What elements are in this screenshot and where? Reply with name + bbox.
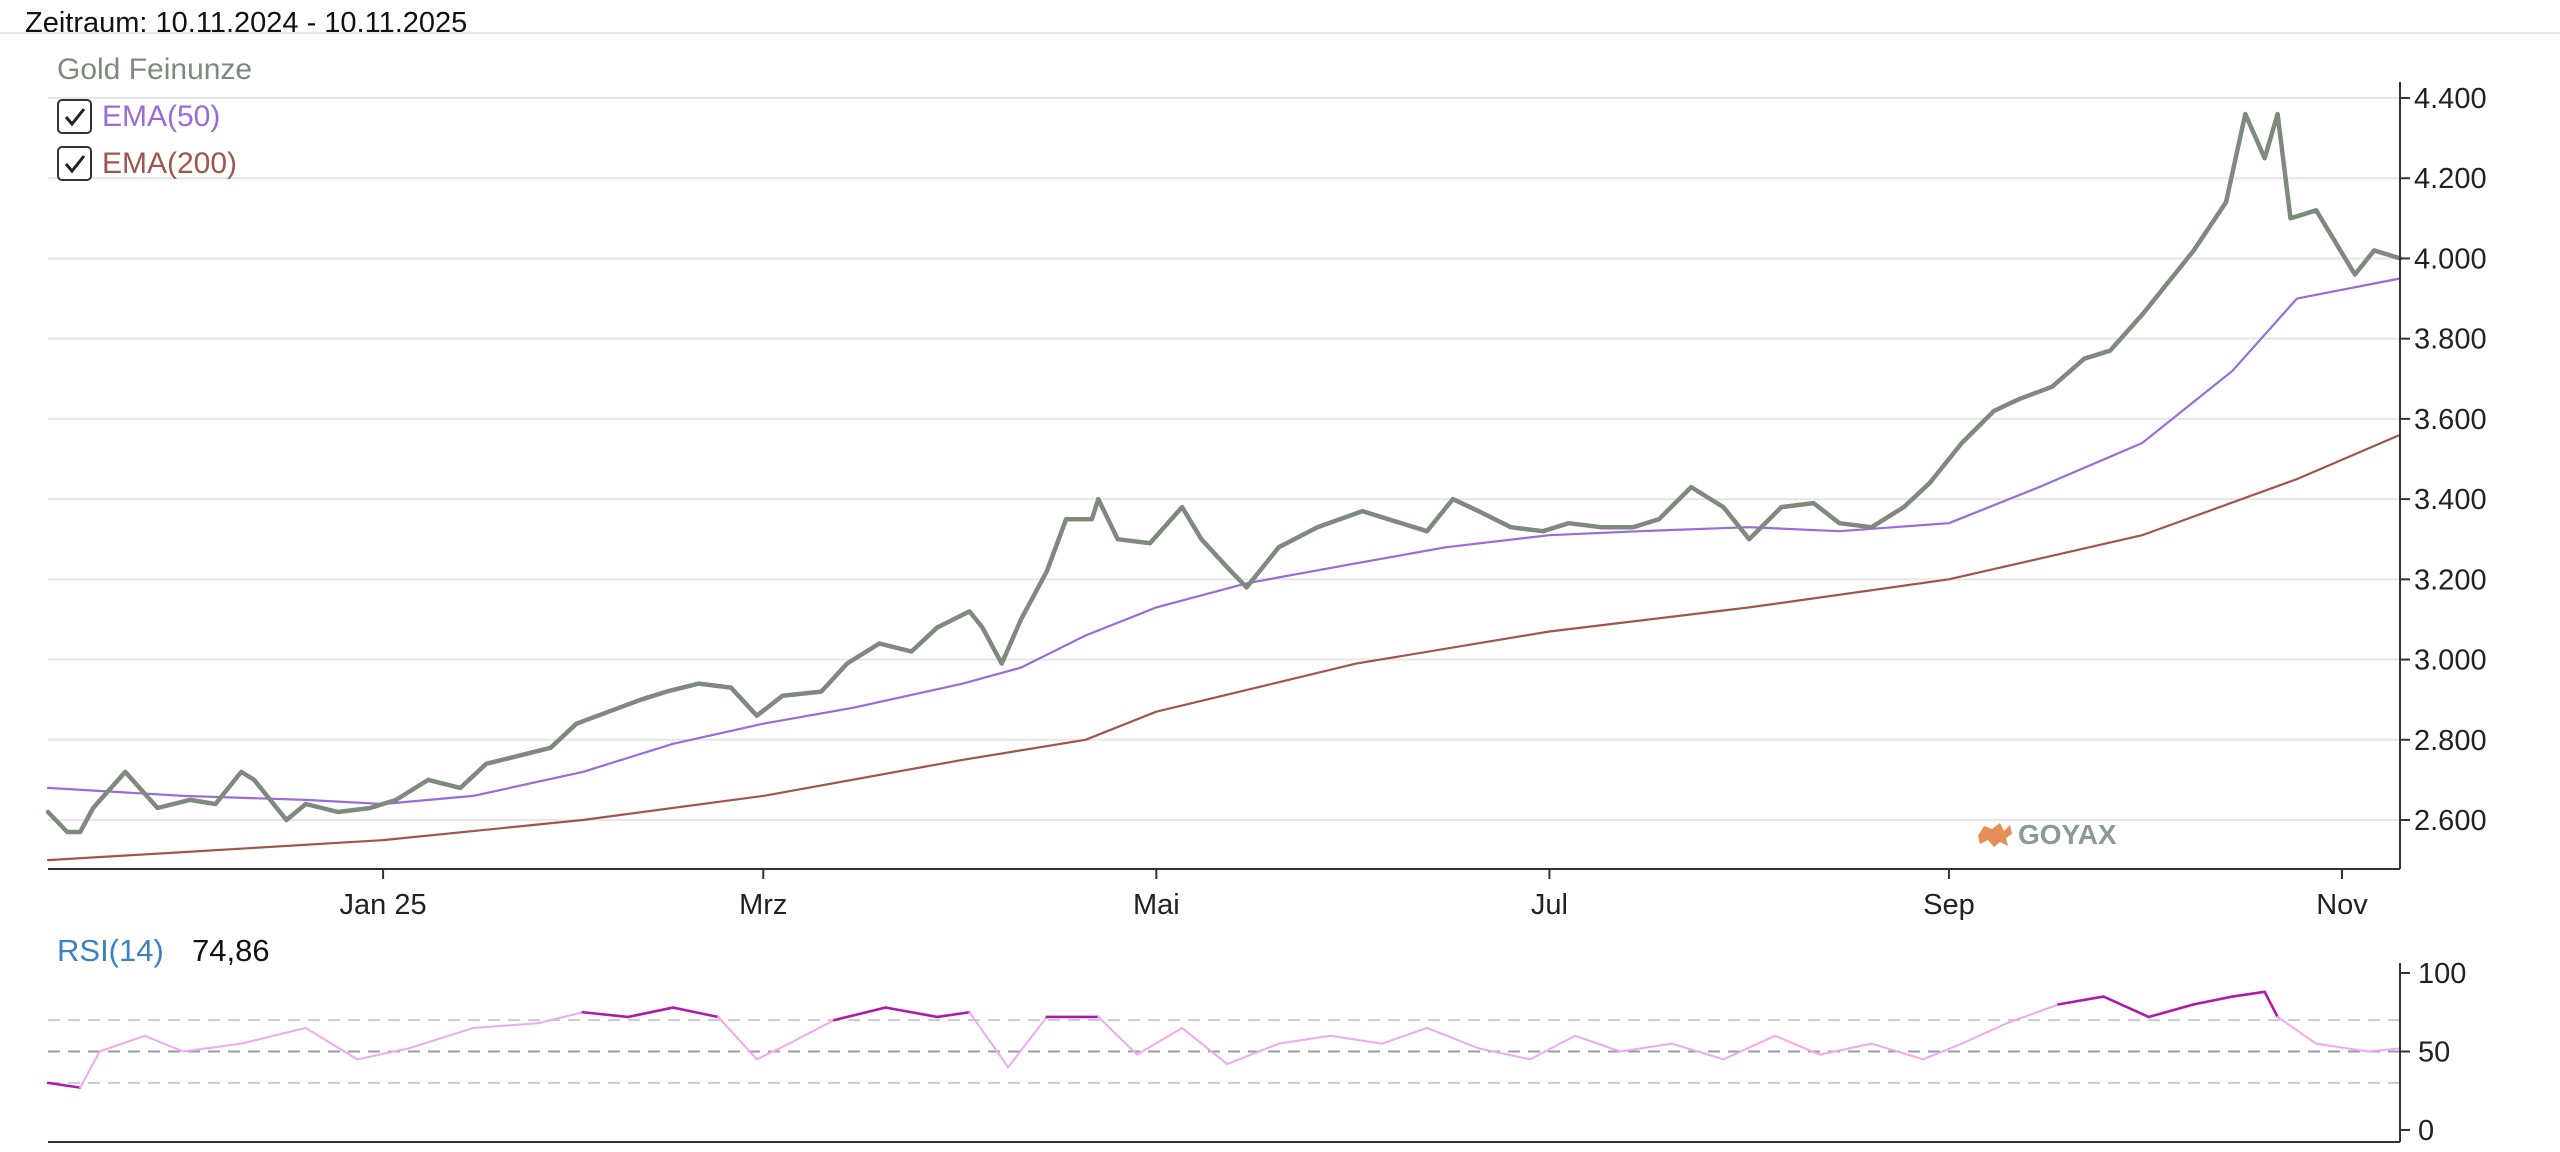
rsi-line-segment — [1670, 1042, 1725, 1061]
rsi-line-segment — [356, 1047, 410, 1061]
rsi-line-segment — [788, 1019, 836, 1045]
legend-item-ema200[interactable]: EMA(200) — [57, 146, 237, 181]
rsi-line-segment — [2231, 990, 2266, 998]
ema50-line — [46, 277, 2402, 806]
rsi-line-segment — [2276, 1015, 2318, 1045]
rsi-axes — [48, 963, 2401, 1143]
main-y-tick-label: 4.200 — [2414, 163, 2487, 195]
rsi-line-segment — [1329, 1034, 1383, 1045]
main-y-tick-label: 4.400 — [2414, 83, 2487, 115]
main-x-tick-label: Mai — [1133, 889, 1180, 921]
main-y-tick-label: 3.200 — [2414, 564, 2487, 596]
rsi-line-segment — [626, 1006, 675, 1019]
main-y-tick-label: 2.600 — [2414, 805, 2487, 837]
rsi-line-segment — [1007, 1015, 1048, 1069]
rsi-line-segment — [304, 1026, 359, 1061]
rsi-reference-lines — [48, 1019, 2400, 1084]
rsi-line-segment — [143, 1034, 185, 1053]
main-y-tick-label: 2.800 — [2414, 725, 2487, 757]
main-series-group — [45, 111, 2403, 862]
rsi-line-segment — [2192, 995, 2234, 1006]
rsi-line-segment — [2147, 1003, 2196, 1019]
bull-icon — [1978, 823, 2012, 847]
rsi-line-segment — [79, 1050, 101, 1089]
rsi-line-segment — [2263, 990, 2279, 1019]
rsi-line-segment — [1819, 1042, 1873, 1056]
rsi-line-segment — [884, 1006, 939, 1019]
main-y-tick-label: 3.600 — [2414, 404, 2487, 436]
main-y-tick-labels: 4.400 4.200 4.000 3.800 3.600 3.400 3.200 3.000… — [2400, 83, 2487, 837]
ema50-checkbox[interactable] — [57, 99, 92, 134]
rsi-line-segment — [1619, 1042, 1673, 1053]
rsi-line-segment — [581, 1010, 630, 1019]
rsi-y-tick-labels: 100 50 0 — [2400, 958, 2466, 1147]
rsi-line-segment — [240, 1026, 307, 1045]
legend-label-ema200: EMA(200) — [102, 147, 237, 180]
rsi-line-segment — [1380, 1026, 1428, 1045]
rsi-line-segment — [717, 1015, 758, 1061]
rsi-line-segment — [182, 1042, 243, 1053]
main-x-tick-label: Jan 25 — [340, 889, 427, 921]
ema200-checkbox[interactable] — [57, 146, 92, 181]
main-y-tick-label: 3.400 — [2414, 484, 2487, 516]
rsi-line-segment — [1870, 1042, 1925, 1061]
rsi-line-segment — [2366, 1047, 2401, 1053]
rsi-line-segment — [935, 1010, 971, 1019]
rsi-current-value: 74,86 — [192, 933, 270, 968]
rsi-line-segment — [2315, 1042, 2369, 1053]
rsi-line-segment — [1277, 1034, 1332, 1045]
rsi-line-segment — [1960, 1022, 2008, 1045]
price-line — [45, 111, 2403, 835]
check-icon — [64, 155, 86, 174]
rsi-y-tick-label: 100 — [2418, 958, 2466, 990]
legend-item-ema50[interactable]: EMA(50) — [57, 99, 220, 134]
rsi-line-segment — [536, 1011, 584, 1025]
rsi-series-group — [46, 990, 2401, 1089]
rsi-line-segment — [1574, 1034, 1622, 1053]
rsi-line-segment — [46, 1081, 82, 1089]
logo-text: GOYAX — [2018, 819, 2117, 850]
rsi-line-segment — [1722, 1034, 1776, 1061]
rsi-line-segment — [1477, 1047, 1532, 1061]
main-x-tick-label: Jul — [1531, 889, 1568, 921]
rsi-line-segment — [1922, 1042, 1963, 1061]
period-label: Zeitraum: 10.11.2024 - 10.11.2025 — [25, 7, 467, 39]
rsi-line-segment — [2057, 995, 2105, 1006]
main-y-tick-label: 3.000 — [2414, 645, 2487, 677]
rsi-line-segment — [1425, 1026, 1480, 1050]
main-x-tick-label: Nov — [2316, 889, 2368, 921]
rsi-line-segment — [968, 1011, 1010, 1069]
chart-title: Gold Feinunze — [57, 53, 252, 86]
rsi-y-tick-label: 50 — [2418, 1037, 2450, 1069]
rsi-line-segment — [755, 1042, 791, 1061]
rsi-line-segment — [1181, 1026, 1229, 1066]
main-x-tick-labels: Jan 25 Mrz Mai Jul Sep Nov — [340, 869, 2368, 921]
rsi-line-segment — [1773, 1034, 1822, 1056]
main-y-tick-label: 4.000 — [2414, 243, 2487, 275]
check-icon — [64, 108, 86, 127]
main-axes — [48, 82, 2401, 870]
main-x-tick-label: Mrz — [739, 889, 787, 921]
rsi-line-segment — [472, 1022, 539, 1029]
rsi-label: RSI(14) — [57, 933, 164, 968]
rsi-line-segment — [407, 1026, 475, 1050]
goyax-logo: GOYAX — [1978, 819, 2117, 850]
rsi-line-segment — [1097, 1015, 1139, 1056]
rsi-line-segment — [1136, 1026, 1184, 1056]
rsi-line-segment — [98, 1034, 146, 1053]
main-gridlines — [48, 97, 2400, 821]
rsi-y-tick-label: 0 — [2418, 1115, 2434, 1147]
rsi-line-segment — [1529, 1034, 1577, 1061]
rsi-line-segment — [832, 1006, 887, 1022]
rsi-line-segment — [2005, 1003, 2060, 1025]
rsi-line-segment — [671, 1006, 720, 1019]
legend-label-ema50: EMA(50) — [102, 100, 220, 133]
rsi-line-segment — [2102, 995, 2150, 1019]
main-x-tick-label: Sep — [1923, 889, 1975, 921]
rsi-line-segment — [1226, 1042, 1280, 1066]
main-y-tick-label: 3.800 — [2414, 324, 2487, 356]
ema200-line — [46, 433, 2402, 862]
